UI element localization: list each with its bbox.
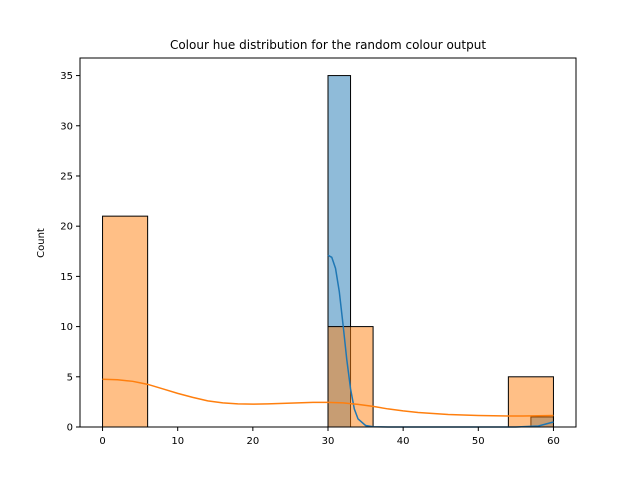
y-tick-label: 15 <box>60 272 73 283</box>
kde-line-series1 <box>102 378 554 417</box>
x-tick-label: 60 <box>547 436 560 447</box>
y-tick-label: 10 <box>60 322 73 333</box>
x-tick-label: 0 <box>99 436 105 447</box>
y-tick-label: 20 <box>60 222 73 233</box>
y-tick-label: 25 <box>60 171 73 182</box>
histogram-bar-series1-bin0 <box>102 215 149 428</box>
histogram-bar-series1-bin2 <box>507 376 554 428</box>
histogram-bar-series1-bin1 <box>327 326 374 428</box>
x-tick-label: 40 <box>397 436 410 447</box>
x-tick-label: 10 <box>171 436 184 447</box>
x-tick-label: 30 <box>322 436 335 447</box>
y-tick-label: 35 <box>60 71 73 82</box>
x-tick-label: 20 <box>246 436 259 447</box>
x-tick-label: 50 <box>472 436 485 447</box>
y-tick-label: 0 <box>67 423 73 434</box>
plot-area <box>102 75 554 428</box>
y-tick-label: 30 <box>60 121 73 132</box>
y-axis-label: Count <box>36 228 47 258</box>
y-tick-label: 5 <box>67 372 73 383</box>
axes: 0 10 20 30 40 50 60 0 5 10 15 20 25 30 35 <box>60 71 560 447</box>
chart-title: Colour hue distribution for the random c… <box>170 38 486 52</box>
